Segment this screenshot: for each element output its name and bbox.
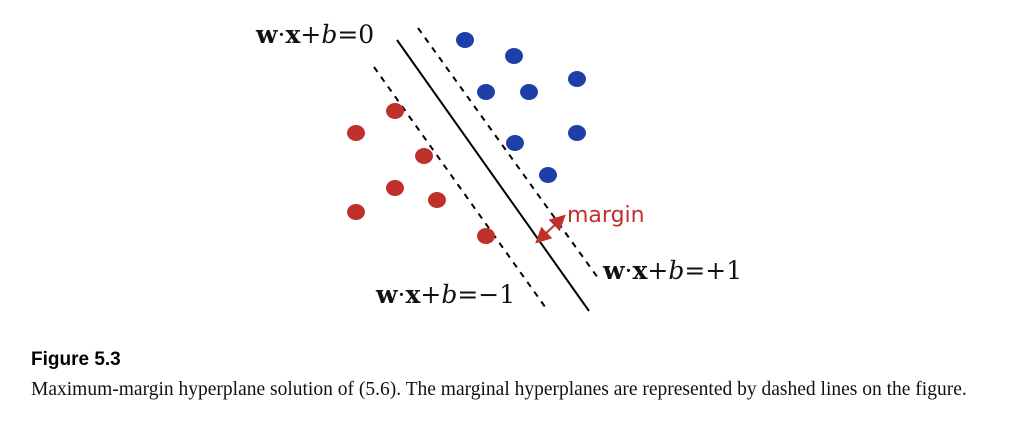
negative-point xyxy=(347,125,365,141)
figure-caption-title: Figure 5.3 xyxy=(31,349,121,370)
positive-point xyxy=(539,167,557,183)
plus-one-equation: w·x+b=+1 xyxy=(602,256,742,285)
margin-arrow xyxy=(535,214,566,244)
negative-point xyxy=(386,103,404,119)
negative-point xyxy=(477,228,495,244)
positive-point xyxy=(520,84,538,100)
negative-point xyxy=(386,180,404,196)
positive-points xyxy=(456,32,586,183)
positive-point xyxy=(568,125,586,141)
hyperplane-line xyxy=(396,39,590,312)
svm-margin-figure: margin w·x+b=0 w·x+b=+1 w·x+b=−1 xyxy=(255,20,742,312)
negative-point xyxy=(428,192,446,208)
hyperplane-equation: w·x+b=0 xyxy=(255,20,374,49)
positive-point xyxy=(506,135,524,151)
negative-point xyxy=(347,204,365,220)
margin-label: margin xyxy=(567,203,645,228)
figure-caption-text: Maximum-margin hyperplane solution of (5… xyxy=(31,379,967,400)
negative-point xyxy=(415,148,433,164)
positive-point xyxy=(477,84,495,100)
upper-margin-line xyxy=(417,27,599,279)
positive-point xyxy=(568,71,586,87)
minus-one-equation: w·x+b=−1 xyxy=(375,280,515,309)
positive-point xyxy=(456,32,474,48)
positive-point xyxy=(505,48,523,64)
negative-points xyxy=(347,103,495,244)
